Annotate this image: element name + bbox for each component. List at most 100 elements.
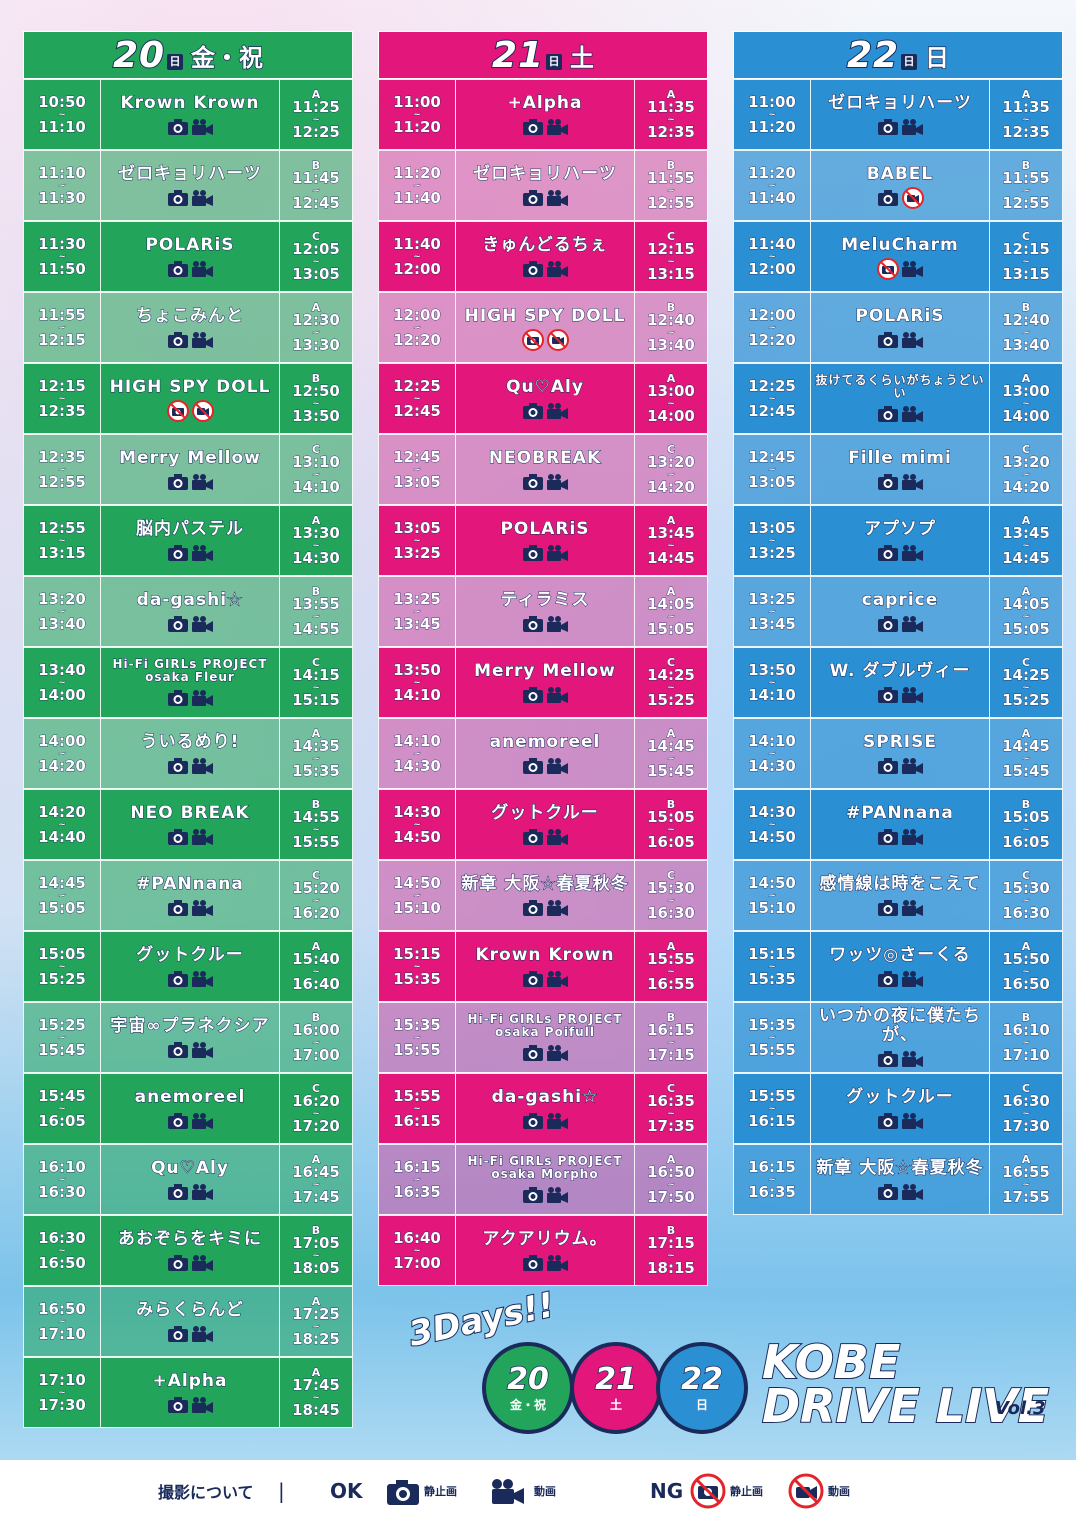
day-number: 22 [846,34,900,77]
performer-name: アクアリウム。 [482,1228,608,1249]
meet-greet-time: A 13:45 ~14:45 [635,506,707,575]
performance-time: 11:00 ~11:20 [734,80,811,149]
performer-name: Krown Krown [120,92,260,113]
meet-greet-time: A 14:45 ~15:45 [635,719,707,788]
performance-time: 13:25 ~13:45 [734,577,811,646]
tilde: ~ [58,322,66,333]
meet-start: 16:10 [1002,1021,1051,1039]
photo-policy-icons [167,1254,214,1272]
stage-letter: C [666,656,676,669]
day-number: 21 [491,34,545,77]
meet-greet-time: A 12:30 ~13:30 [280,293,352,362]
tilde: ~ [768,961,776,972]
meet-greet-time: A 14:45 ~15:45 [990,719,1062,788]
meet-start: 12:30 [292,311,341,329]
video-camera-icon [191,1041,214,1059]
meet-end: 17:35 [647,1117,696,1135]
performer-name: ちょこみんと [136,305,244,326]
end-time: 14:20 [38,756,87,775]
meet-start: 16:00 [292,1021,341,1039]
camera-icon [167,899,189,917]
end-time: 15:45 [38,1040,87,1059]
performer-name: W. ダブルヴィー [829,660,971,681]
tilde: ~ [413,322,421,333]
photo-policy-icons [877,828,924,846]
tilde: ~ [58,393,66,404]
meet-greet-time: A 11:35 ~12:35 [635,80,707,149]
camera-icon [167,1325,189,1343]
camera-icon [522,757,544,775]
meet-start: 16:45 [292,1163,341,1181]
meet-start: 14:45 [647,737,696,755]
performer-cell: 感情線は時をこえて [811,861,990,930]
schedule-row: 11:00 ~11:20 +Alpha A 11:35 ~12:35 [378,79,708,150]
photo-policy-icons [167,689,214,707]
tilde: ~ [312,399,320,410]
stage-letter: B [1021,1011,1031,1024]
meet-end: 13:50 [292,407,341,425]
tilde: ~ [58,1245,66,1256]
meet-greet-time: C 13:20 ~14:20 [635,435,707,504]
performer-name: ゼロキョリハーツ [118,163,262,184]
tilde: ~ [1022,399,1030,410]
performance-time: 11:20 ~11:40 [379,151,456,220]
end-time: 12:35 [38,401,87,420]
tilde: ~ [312,470,320,481]
performance-time: 15:45 ~16:05 [24,1074,101,1143]
performance-time: 16:30 ~16:50 [24,1216,101,1285]
video-camera-icon [191,1112,214,1130]
camera-icon [167,189,189,207]
stage-letter: B [311,1011,321,1024]
photo-policy-icons [167,757,214,775]
start-time: 13:50 [393,660,442,679]
schedule-row: 14:50 ~15:10 新章 大阪☆春夏秋冬 C 15:30 ~16:30 [378,860,708,931]
schedule-row: 16:15 ~16:35 Hi-Fi GIRLs PROJECT osaka Mor… [378,1144,708,1215]
performer-name: ゼロキョリハーツ [828,92,972,113]
performance-time: 15:15 ~15:35 [379,932,456,1001]
meet-start: 16:55 [1002,1163,1051,1181]
camera-icon [877,1112,899,1130]
video-camera-icon [546,544,569,562]
start-time: 15:15 [748,944,797,963]
schedule-row: 16:40 ~17:00 アクアリウム。 B 17:15 ~18:15 [378,1215,708,1286]
camera-icon [167,689,189,707]
meet-end: 17:45 [292,1188,341,1206]
no-video-icon [191,399,214,422]
performer-name: POLARiS [855,305,945,326]
meet-greet-time: A 17:25 ~18:25 [280,1287,352,1356]
schedule-row: 17:10 ~17:30 +Alpha A 17:45 ~18:45 [23,1357,353,1428]
tilde: ~ [58,677,66,688]
performer-cell: NEO BREAK [101,790,280,859]
tilde: ~ [768,748,776,759]
no-video-icon [788,1473,824,1513]
end-time: 16:35 [393,1182,442,1201]
stage-letter: A [1021,1153,1031,1166]
stage-letter: B [311,159,321,172]
performer-cell: anemoreel [101,1074,280,1143]
schedule-row: 11:00 ~11:20 ゼロキョリハーツ A 11:35 ~12:35 [733,79,1063,150]
end-time: 14:30 [748,756,797,775]
meet-end: 16:50 [1002,975,1051,993]
start-time: 16:15 [393,1157,442,1176]
schedule-row: 11:10 ~11:30 ゼロキョリハーツ B 11:45 ~12:45 [23,150,353,221]
performer-name: NEO BREAK [130,802,250,823]
performer-name: アプソプ [864,518,936,539]
tilde: ~ [413,748,421,759]
circle-day-number: 22 [680,1361,723,1397]
meet-greet-time: B 16:10 ~17:10 [990,1003,1062,1072]
meet-start: 14:25 [647,666,696,684]
performance-time: 15:25 ~15:45 [24,1003,101,1072]
performance-time: 17:10 ~17:30 [24,1358,101,1427]
performance-time: 13:05 ~13:25 [734,506,811,575]
performer-name: Fille mimi [848,447,952,468]
end-time: 13:45 [748,614,797,633]
schedule-row: 13:05 ~13:25 アプソプ A 13:45 ~14:45 [733,505,1063,576]
tilde: ~ [768,109,776,120]
ng-still-label: 静止画 [730,1485,763,1498]
meet-greet-time: B 16:00 ~17:00 [280,1003,352,1072]
video-camera-icon [901,899,924,917]
performer-cell: NEOBREAK [456,435,635,504]
performer-cell: caprice [811,577,990,646]
meet-greet-time: B 13:55 ~14:55 [280,577,352,646]
stage-letter: A [311,88,321,101]
